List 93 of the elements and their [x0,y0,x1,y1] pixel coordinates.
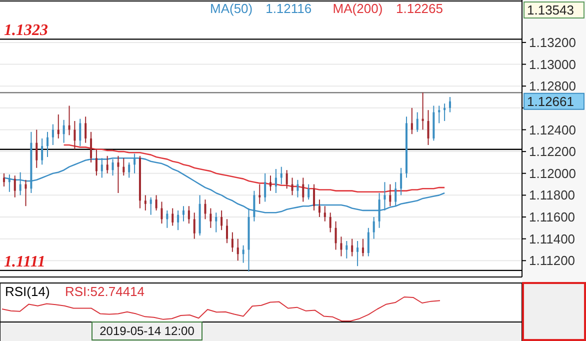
y-tick-label: 1.12200 [529,144,576,160]
candlestick [220,210,223,231]
candlestick [84,116,87,144]
candlestick [166,210,168,228]
candlestick [270,175,272,192]
candlestick [52,124,54,146]
candlestick [296,179,299,198]
candlestick [274,168,277,194]
candlestick [231,232,234,252]
candlestick [95,148,98,176]
y-tick-label: 1.11200 [529,253,576,268]
annotation: 1.12116 [266,1,312,16]
candlestick [74,120,76,150]
candlestick [367,227,370,257]
candlestick [160,201,163,224]
candlestick [188,206,190,224]
candlestick [356,240,359,267]
candlestick [280,166,282,185]
y-tick-label: 1.11400 [529,231,576,246]
ref-line-label: 1.1323 [4,22,48,40]
candlestick [389,184,392,207]
candlestick [286,170,288,190]
annotation: RSI:52.74414 [65,284,145,299]
y-tick-label: 1.13200 [529,35,576,50]
candlestick [384,182,386,211]
candlestick [362,238,364,257]
candlestick [400,167,402,196]
text: 1.13543 [527,2,574,18]
candlestick [193,212,196,240]
candlestick [122,158,125,176]
candlestick [3,172,5,187]
candlestick [150,196,152,216]
candlestick [57,114,60,139]
candlestick [308,184,310,200]
candlestick [236,238,239,262]
text: 1.12661 [527,94,574,109]
candlestick [351,238,354,257]
candlestick [155,194,158,211]
candlestick [8,174,10,192]
candlestick [215,212,218,233]
candlestick [19,172,22,196]
candlestick [313,184,316,211]
candlestick [68,105,70,136]
candlestick [410,107,413,135]
candlestick [264,172,266,202]
candlestick [449,96,451,113]
candlestick [14,175,16,198]
text: MA(50) [210,1,253,16]
candlestick [79,118,82,147]
candlestick [372,216,375,240]
candlestick [182,206,184,222]
candlestick [334,220,337,250]
candlestick [242,244,244,264]
candlestick [226,218,228,244]
candlestick [422,92,424,130]
candlestick [318,199,320,218]
candlestick [117,155,120,194]
candlestick [324,206,326,222]
candlestick [144,194,146,211]
y-tick-label: 1.12800 [529,78,576,94]
candlestick [394,182,397,207]
annotation: 1.12265 [396,1,443,16]
candlestick [172,208,174,226]
candlestick [177,210,180,231]
candlestick [36,129,38,168]
candlestick [427,110,430,146]
candlestick [346,240,348,259]
candlestick [210,208,212,228]
candlestick [90,131,92,163]
chart-title: RSI(14) [5,284,50,299]
candlestick [438,105,440,124]
candlestick [258,184,261,204]
candlestick [128,162,130,178]
text: MA(200) [332,1,383,16]
candlestick [62,119,65,144]
y-tick-label: 1.12400 [529,122,576,138]
y-tick-label: 1.11800 [529,188,576,203]
candlestick [340,236,342,257]
candlestick [41,138,44,166]
candlestick [291,177,294,196]
y-tick-label: 1.13000 [529,56,576,72]
candlestick [106,155,108,174]
text: 2019-05-14 12:00 [100,324,195,338]
candlestick [329,212,332,233]
candlestick [416,112,418,132]
y-tick-label: 1.12000 [529,166,576,181]
candlestick [204,199,206,220]
candlestick [302,177,304,202]
ref-line-label: 1.1111 [4,253,46,270]
candlestick [24,179,27,207]
y-tick-label: 1.11600 [529,210,576,225]
candlestick [46,131,49,158]
candlestick [444,103,446,122]
